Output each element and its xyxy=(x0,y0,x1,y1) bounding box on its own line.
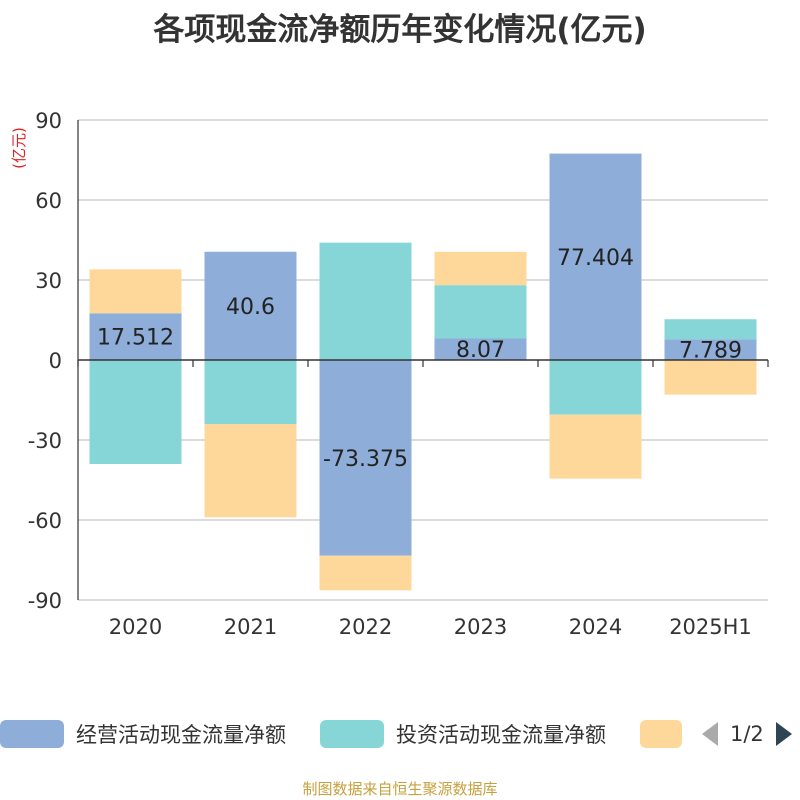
data-label: 7.789 xyxy=(679,339,742,364)
legend-swatch-investing xyxy=(320,720,384,748)
y-tick-label: 90 xyxy=(35,109,62,133)
data-label: 17.512 xyxy=(97,326,174,351)
x-tick-label: 2020 xyxy=(109,615,162,639)
data-label: 8.07 xyxy=(456,338,505,363)
source-footer: 制图数据来自恒生聚源数据库 xyxy=(302,780,498,798)
bar-investing xyxy=(204,360,297,424)
bar-investing xyxy=(664,319,757,340)
x-tick-label: 2023 xyxy=(454,615,507,639)
legend-pager: 1/2 xyxy=(700,714,794,754)
bar-financing xyxy=(664,360,757,395)
bar-financing xyxy=(434,251,527,286)
legend: 经营活动现金流量净额 投资活动现金流量净额 1/2 xyxy=(0,714,800,754)
legend-item-operating[interactable]: 经营活动现金流量净额 xyxy=(0,714,286,754)
bar-operating xyxy=(204,251,297,360)
legend-label-operating: 经营活动现金流量净额 xyxy=(76,723,286,747)
y-tick-label: 0 xyxy=(49,349,62,373)
legend-item-financing[interactable] xyxy=(640,714,682,754)
y-tick-label: 30 xyxy=(35,269,62,293)
bar-financing xyxy=(204,424,297,518)
next-page-icon[interactable] xyxy=(774,720,794,748)
bar-operating xyxy=(664,339,757,360)
chart-title: 各项现金流净额历年变化情况(亿元) xyxy=(153,12,647,48)
bar-investing xyxy=(434,285,527,339)
y-tick-label: -90 xyxy=(28,589,62,613)
x-tick-label: 2022 xyxy=(339,615,392,639)
x-tick-label: 2025H1 xyxy=(669,615,752,639)
bar-financing xyxy=(549,414,642,479)
bar-investing xyxy=(319,242,412,360)
legend-label-investing: 投资活动现金流量净额 xyxy=(396,723,606,747)
data-label: 40.6 xyxy=(226,295,275,320)
y-tick-label: -60 xyxy=(28,509,62,533)
chart-svg: 90 60 30 0 -30 -60 -90 (亿元) 2020 2021 2022 2023 2024… xyxy=(10,109,769,639)
bar-operating xyxy=(434,338,527,360)
legend-swatch-financing xyxy=(640,720,682,748)
bar-investing xyxy=(89,360,182,464)
bar-investing xyxy=(549,360,642,415)
data-label: 77.404 xyxy=(557,246,634,271)
prev-page-icon[interactable] xyxy=(700,720,720,748)
x-tick-label: 2021 xyxy=(224,615,277,639)
y-tick-label: -30 xyxy=(28,429,62,453)
y-tick-label: 60 xyxy=(35,189,62,213)
bar-operating xyxy=(319,360,412,556)
x-tick-label: 2024 xyxy=(569,615,622,639)
legend-item-investing[interactable]: 投资活动现金流量净额 xyxy=(320,714,606,754)
bar-operating xyxy=(89,313,182,360)
data-label: -73.375 xyxy=(323,447,408,472)
bar-operating xyxy=(549,153,642,360)
bar-financing xyxy=(89,269,182,314)
y-unit-label: (亿元) xyxy=(10,127,28,169)
bar-financing xyxy=(319,555,412,591)
legend-swatch-operating xyxy=(0,720,64,748)
legend-page-indicator: 1/2 xyxy=(730,722,764,746)
